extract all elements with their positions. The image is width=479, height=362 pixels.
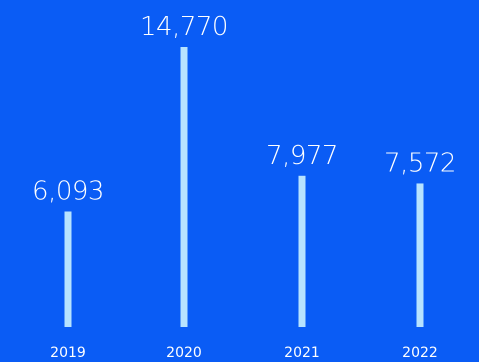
category-label-2022: 2022 [402,345,438,361]
category-label-2019: 2019 [50,345,86,361]
category-label-2021: 2021 [284,345,320,361]
bars-layer [64,47,424,327]
value-label-2019: 6,093 [32,176,104,206]
value-labels-layer: 6,093 14,770 7,977 7,572 [32,12,456,206]
bar-2020 [180,47,188,327]
category-label-2020: 2020 [166,345,202,361]
category-labels-layer: 2019 2020 2021 2022 [50,345,438,361]
value-label-2021: 7,977 [266,141,338,171]
value-label-2020: 14,770 [140,12,228,42]
bar-2021 [298,175,306,327]
bar-2019 [64,211,72,327]
bar-2022 [416,183,424,327]
value-label-2022: 7,572 [384,148,456,178]
